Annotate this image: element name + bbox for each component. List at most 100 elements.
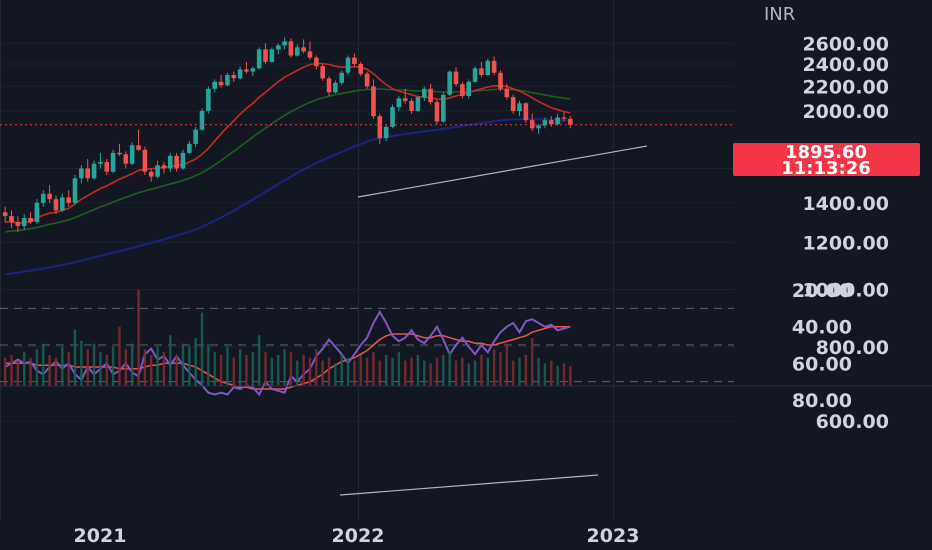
candle[interactable] — [212, 79, 218, 93]
candle[interactable] — [409, 98, 414, 114]
candle[interactable] — [472, 66, 478, 83]
rsi-axis[interactable]: 20.00 40.00 60.00 80.00 — [792, 280, 852, 412]
candle[interactable] — [402, 88, 408, 104]
candle[interactable] — [231, 71, 237, 82]
candle[interactable] — [161, 162, 167, 174]
candle[interactable] — [28, 212, 33, 224]
candle[interactable] — [263, 43, 268, 64]
candle[interactable] — [21, 214, 27, 230]
candle[interactable] — [314, 55, 319, 70]
candle[interactable] — [390, 104, 395, 129]
candles[interactable] — [2, 37, 573, 233]
candle[interactable] — [517, 100, 522, 117]
candle[interactable] — [466, 79, 472, 99]
candle[interactable] — [129, 142, 135, 166]
candle[interactable] — [206, 86, 211, 114]
candle-body — [504, 88, 510, 98]
candle[interactable] — [288, 38, 294, 58]
candle[interactable] — [568, 116, 573, 129]
candle[interactable] — [345, 55, 351, 75]
candle[interactable] — [2, 206, 8, 222]
candle[interactable] — [307, 41, 313, 60]
candle[interactable] — [174, 152, 179, 172]
candle[interactable] — [98, 152, 103, 169]
volume-bar — [130, 343, 134, 386]
candle[interactable] — [536, 124, 541, 134]
candle[interactable] — [250, 66, 256, 77]
candle[interactable] — [60, 193, 65, 213]
candle[interactable] — [396, 95, 402, 111]
candle[interactable] — [85, 158, 91, 182]
candle[interactable] — [504, 84, 510, 100]
candle[interactable] — [320, 64, 325, 81]
candle[interactable] — [225, 72, 230, 87]
candle[interactable] — [136, 129, 141, 152]
candle[interactable] — [339, 70, 345, 86]
candle[interactable] — [34, 199, 40, 224]
candle[interactable] — [66, 190, 71, 207]
candle[interactable] — [498, 70, 503, 92]
candle[interactable] — [187, 140, 192, 155]
candle[interactable] — [441, 92, 446, 123]
candle[interactable] — [104, 158, 110, 175]
candle[interactable] — [91, 160, 97, 180]
candle[interactable] — [148, 168, 154, 182]
candle[interactable] — [561, 112, 567, 122]
candle[interactable] — [15, 216, 21, 233]
candle[interactable] — [40, 190, 46, 207]
candle[interactable] — [237, 66, 243, 80]
candle[interactable] — [47, 185, 52, 203]
candle[interactable] — [460, 81, 465, 99]
candle[interactable] — [479, 61, 484, 78]
candle[interactable] — [256, 47, 262, 70]
candle[interactable] — [428, 84, 433, 105]
candle[interactable] — [275, 43, 281, 55]
candle[interactable] — [79, 165, 84, 184]
candle[interactable] — [193, 126, 198, 147]
candle[interactable] — [371, 79, 376, 119]
candle[interactable] — [9, 210, 14, 228]
candle[interactable] — [542, 117, 548, 129]
candle-body — [301, 47, 306, 52]
candle[interactable] — [421, 86, 427, 101]
volume-bar — [207, 343, 210, 386]
candle[interactable] — [282, 37, 287, 50]
candle[interactable] — [491, 56, 497, 75]
candle[interactable] — [155, 160, 160, 179]
candle[interactable] — [383, 124, 389, 141]
candle[interactable] — [352, 53, 357, 67]
candle[interactable] — [523, 102, 529, 123]
time-axis[interactable]: 2021 2022 2023 — [74, 525, 640, 547]
candle[interactable] — [301, 39, 306, 54]
candle[interactable] — [364, 71, 370, 89]
candle[interactable] — [142, 146, 148, 175]
candle[interactable] — [485, 58, 491, 77]
candle[interactable] — [377, 113, 383, 144]
candle[interactable] — [447, 70, 452, 96]
candle[interactable] — [453, 67, 459, 87]
candle[interactable] — [294, 44, 300, 57]
rsi-support-trendline[interactable] — [339, 474, 599, 496]
candle[interactable] — [167, 152, 173, 172]
candle[interactable] — [117, 143, 122, 156]
candle[interactable] — [415, 95, 421, 113]
candle[interactable] — [244, 61, 249, 74]
candle[interactable] — [110, 149, 116, 174]
candle[interactable] — [529, 113, 535, 132]
candle[interactable] — [510, 94, 516, 114]
candle[interactable] — [326, 76, 332, 96]
candle[interactable] — [53, 195, 59, 215]
candle[interactable] — [218, 74, 224, 88]
candle[interactable] — [333, 80, 338, 94]
candle[interactable] — [434, 99, 440, 125]
candle[interactable] — [199, 108, 205, 132]
candle[interactable] — [555, 113, 560, 126]
candle[interactable] — [72, 174, 78, 205]
candle[interactable] — [123, 151, 129, 169]
candle[interactable] — [180, 149, 186, 171]
volume-bar — [378, 360, 382, 386]
price-support-trendline[interactable] — [357, 145, 648, 198]
candle[interactable] — [358, 61, 364, 77]
candle[interactable] — [269, 47, 275, 63]
